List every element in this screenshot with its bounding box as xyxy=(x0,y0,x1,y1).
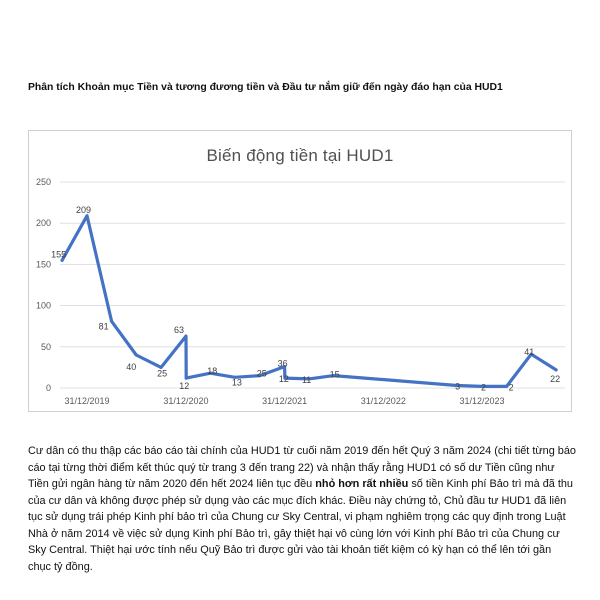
data-point xyxy=(184,376,188,380)
data-label: 40 xyxy=(126,362,136,372)
paragraph-emphasis: nhỏ hơn rất nhiều xyxy=(315,478,409,490)
data-point xyxy=(110,319,114,323)
data-point xyxy=(505,384,509,388)
data-point xyxy=(455,384,459,388)
data-label: 25 xyxy=(257,369,267,379)
chart-title: Biến động tiền tại HUD1 xyxy=(206,146,394,165)
y-tick-label: 200 xyxy=(36,218,51,228)
data-point xyxy=(134,353,138,357)
data-point xyxy=(332,374,336,378)
data-point xyxy=(480,384,484,388)
data-label: 41 xyxy=(524,347,534,357)
data-label: 2 xyxy=(509,382,514,392)
data-label: 12 xyxy=(179,381,189,391)
x-tick-label: 31/12/2021 xyxy=(262,396,307,406)
data-point xyxy=(60,258,64,262)
x-tick-label: 31/12/2019 xyxy=(64,396,109,406)
x-tick-label: 31/12/2023 xyxy=(459,396,504,406)
x-tick-label: 31/12/2020 xyxy=(163,396,208,406)
data-point xyxy=(184,334,188,338)
y-tick-label: 0 xyxy=(46,383,51,393)
data-label: 2 xyxy=(481,382,486,392)
data-label: 63 xyxy=(174,325,184,335)
x-tick-label: 31/12/2022 xyxy=(361,396,406,406)
chart-container xyxy=(28,130,572,412)
data-label: 3 xyxy=(455,382,460,392)
data-point xyxy=(85,214,89,218)
data-point xyxy=(307,377,311,381)
data-point xyxy=(529,352,533,356)
data-point xyxy=(258,374,262,378)
data-point xyxy=(159,365,163,369)
data-label: 155 xyxy=(51,249,66,259)
data-label: 81 xyxy=(99,321,109,331)
data-label: 25 xyxy=(157,368,167,378)
data-label: 11 xyxy=(302,375,311,385)
paragraph-text-2: số tiền Kinh phí Bảo trì mà đã thu của c… xyxy=(28,478,573,573)
data-point xyxy=(208,371,212,375)
y-tick-label: 100 xyxy=(36,301,51,311)
data-label: 12 xyxy=(279,374,289,384)
data-point xyxy=(283,376,287,380)
y-tick-label: 50 xyxy=(41,342,51,352)
data-label: 209 xyxy=(76,205,91,215)
data-label: 13 xyxy=(232,377,242,387)
body-paragraph: Cư dân có thu thập các báo cáo tài chính… xyxy=(28,443,576,575)
y-tick-label: 250 xyxy=(36,177,51,187)
data-point xyxy=(554,368,558,372)
data-point xyxy=(283,365,287,369)
data-label: 22 xyxy=(550,374,560,384)
y-tick-label: 150 xyxy=(36,259,51,269)
data-point xyxy=(233,375,237,379)
paragraph-text-1: Cư dân có thu thập các báo cáo tài chính… xyxy=(28,445,576,490)
section-heading: Phân tích Khoản mục Tiền và tương đương … xyxy=(28,82,503,93)
data-label: 15 xyxy=(330,370,340,380)
data-label: 18 xyxy=(207,366,217,376)
data-label: 36 xyxy=(278,359,288,369)
series-line xyxy=(60,214,558,388)
